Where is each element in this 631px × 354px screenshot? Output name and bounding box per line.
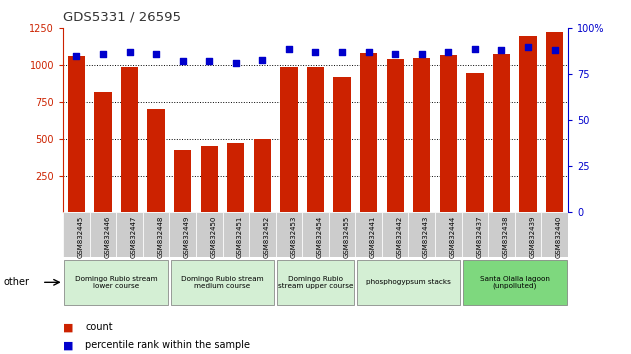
Point <box>310 50 321 55</box>
Bar <box>413 58 430 212</box>
Text: GSM832439: GSM832439 <box>529 216 535 258</box>
Bar <box>546 32 563 212</box>
Text: count: count <box>85 322 113 332</box>
FancyBboxPatch shape <box>355 212 382 257</box>
Point <box>284 46 294 51</box>
Text: GSM832447: GSM832447 <box>131 216 137 258</box>
FancyBboxPatch shape <box>382 212 408 257</box>
Text: GSM832452: GSM832452 <box>264 216 269 258</box>
Text: GSM832454: GSM832454 <box>317 216 323 258</box>
Point <box>98 51 108 57</box>
Bar <box>440 55 457 212</box>
Text: GSM832441: GSM832441 <box>370 216 376 258</box>
Bar <box>148 109 165 212</box>
Point <box>523 44 533 50</box>
Text: ■: ■ <box>63 322 74 332</box>
FancyBboxPatch shape <box>302 212 329 257</box>
Text: GSM832442: GSM832442 <box>396 216 403 258</box>
Bar <box>466 73 483 212</box>
Bar <box>201 146 218 212</box>
FancyBboxPatch shape <box>169 212 196 257</box>
Text: GSM832449: GSM832449 <box>184 216 190 258</box>
FancyBboxPatch shape <box>463 260 567 305</box>
FancyBboxPatch shape <box>223 212 249 257</box>
Point <box>71 53 81 59</box>
FancyBboxPatch shape <box>171 260 274 305</box>
Point <box>550 47 560 53</box>
Point <box>151 51 161 57</box>
FancyBboxPatch shape <box>249 212 276 257</box>
Point <box>363 50 374 55</box>
FancyBboxPatch shape <box>435 212 462 257</box>
Bar <box>94 92 112 212</box>
Bar <box>307 67 324 212</box>
Text: GSM832445: GSM832445 <box>78 216 84 258</box>
Text: GSM832451: GSM832451 <box>237 216 243 258</box>
FancyBboxPatch shape <box>541 212 568 257</box>
Point <box>470 46 480 51</box>
FancyBboxPatch shape <box>277 260 354 305</box>
Point <box>444 50 454 55</box>
Text: Domingo Rubio stream
medium course: Domingo Rubio stream medium course <box>181 276 264 289</box>
Bar <box>493 54 510 212</box>
Text: GSM832455: GSM832455 <box>343 216 350 258</box>
Text: GSM832438: GSM832438 <box>503 216 509 258</box>
Text: Domingo Rubio
stream upper course: Domingo Rubio stream upper course <box>278 276 353 289</box>
Bar <box>333 77 351 212</box>
Point <box>337 50 347 55</box>
Point <box>497 47 507 53</box>
Text: GSM832443: GSM832443 <box>423 216 429 258</box>
FancyBboxPatch shape <box>276 212 302 257</box>
Point <box>204 59 215 64</box>
Text: GSM832440: GSM832440 <box>556 216 562 258</box>
FancyBboxPatch shape <box>63 212 90 257</box>
Point <box>257 57 268 62</box>
Point <box>416 51 427 57</box>
Bar <box>280 67 298 212</box>
Bar <box>387 58 404 212</box>
FancyBboxPatch shape <box>143 212 169 257</box>
Text: percentile rank within the sample: percentile rank within the sample <box>85 340 250 350</box>
Text: GDS5331 / 26595: GDS5331 / 26595 <box>63 11 181 24</box>
FancyBboxPatch shape <box>90 212 116 257</box>
Bar <box>360 53 377 212</box>
Text: GSM832448: GSM832448 <box>157 216 163 258</box>
Text: GSM832437: GSM832437 <box>476 216 482 258</box>
Point <box>390 51 400 57</box>
Bar <box>519 36 537 212</box>
Text: Santa Olalla lagoon
(unpolluted): Santa Olalla lagoon (unpolluted) <box>480 275 550 289</box>
Bar <box>174 150 191 212</box>
FancyBboxPatch shape <box>64 260 168 305</box>
Text: GSM832444: GSM832444 <box>450 216 456 258</box>
Text: Domingo Rubio stream
lower course: Domingo Rubio stream lower course <box>75 276 158 289</box>
Point <box>177 59 187 64</box>
Text: ■: ■ <box>63 340 74 350</box>
Text: other: other <box>3 277 29 287</box>
FancyBboxPatch shape <box>462 212 488 257</box>
FancyBboxPatch shape <box>196 212 223 257</box>
FancyBboxPatch shape <box>357 260 460 305</box>
Bar <box>227 143 244 212</box>
FancyBboxPatch shape <box>329 212 355 257</box>
FancyBboxPatch shape <box>515 212 541 257</box>
FancyBboxPatch shape <box>116 212 143 257</box>
Text: GSM832446: GSM832446 <box>104 216 110 258</box>
Text: GSM832453: GSM832453 <box>290 216 297 258</box>
FancyBboxPatch shape <box>408 212 435 257</box>
FancyBboxPatch shape <box>488 212 515 257</box>
Bar <box>121 67 138 212</box>
Point <box>231 61 241 66</box>
Point <box>124 50 134 55</box>
Text: GSM832450: GSM832450 <box>211 216 216 258</box>
Bar <box>68 56 85 212</box>
Text: phosphogypsum stacks: phosphogypsum stacks <box>366 279 451 285</box>
Bar <box>254 139 271 212</box>
